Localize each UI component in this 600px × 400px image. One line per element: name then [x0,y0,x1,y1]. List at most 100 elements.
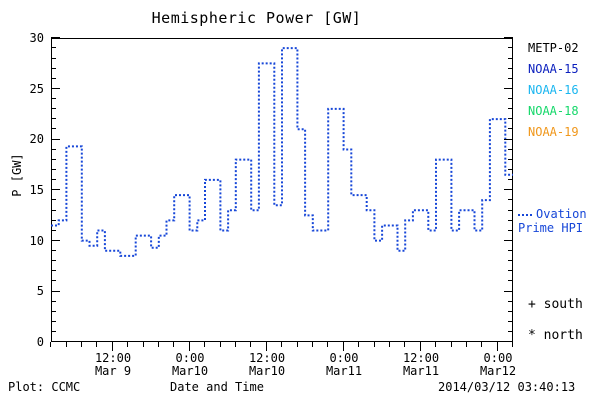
y-tick [508,158,513,160]
y-tick [508,98,513,100]
y-tick [504,189,513,191]
x-tick-major [497,342,499,351]
x-tick [404,342,406,347]
y-tick [51,250,56,252]
x-tick [158,342,160,347]
y-tick [508,250,513,252]
y-tick [51,57,56,59]
ovation-legend-label-line2: Prime HPI [518,221,584,235]
y-tick [51,300,56,302]
y-tick [51,108,56,110]
y-tick [51,168,56,170]
y-tick [504,37,513,39]
series-ovation-prime-hpi [51,47,513,257]
y-tick [508,260,513,262]
x-tick [173,342,175,347]
y-tick [508,331,513,333]
x-tick [481,342,483,347]
x-tick [512,342,514,347]
y-tick [51,158,56,160]
legend-item-noaa-19: NOAA-19 [528,125,579,139]
y-tick [504,290,513,292]
x-tick-major [189,342,191,351]
y-tick-label: 5 [36,284,44,299]
x-tick-label: 12:00 Mar 9 [94,351,132,378]
x-tick [358,342,360,347]
x-tick [65,342,67,347]
x-tick [235,342,237,347]
legend-item-metp-02: METP-02 [528,41,579,55]
x-tick-major [420,342,422,351]
legend-item-noaa-15: NOAA-15 [528,62,579,76]
x-tick [312,342,314,347]
x-tick-label: 12:00 Mar11 [402,351,440,378]
y-tick [508,320,513,322]
x-tick-label: 0:00 Mar11 [325,351,363,378]
y-tick [508,310,513,312]
x-tick [127,342,129,347]
y-tick [508,209,513,211]
x-tick [219,342,221,347]
x-tick [327,342,329,347]
x-tick-label: 0:00 Mar12 [479,351,517,378]
y-tick [51,209,56,211]
y-tick-label: 25 [29,81,44,96]
y-tick [51,98,56,100]
y-tick [508,128,513,130]
x-tick [50,342,52,347]
y-tick [51,290,60,292]
y-tick [504,138,513,140]
y-tick [51,67,56,69]
x-axis-label: Date and Time [170,380,264,394]
y-tick [508,67,513,69]
y-tick [508,47,513,49]
y-tick [508,199,513,201]
y-tick [51,219,56,221]
y-tick-label: 0 [36,335,44,349]
y-tick [51,239,60,241]
y-tick [51,229,56,231]
y-tick [51,189,60,191]
y-tick [508,108,513,110]
y-tick [51,47,56,49]
x-tick [96,342,98,347]
y-tick [51,310,56,312]
x-tick [81,342,83,347]
x-tick [389,342,391,347]
y-tick [508,118,513,120]
y-tick [51,118,56,120]
legend-item-noaa-18: NOAA-18 [528,104,579,118]
y-tick [508,300,513,302]
x-tick [142,342,144,347]
x-tick [450,342,452,347]
y-tick [51,280,56,282]
ovation-legend-line [518,214,532,216]
y-tick-label: 15 [29,183,44,197]
x-tick-major [266,342,268,351]
y-tick [51,77,56,79]
y-tick-label: 30 [29,31,44,45]
y-tick [508,219,513,221]
x-tick [373,342,375,347]
x-tick [250,342,252,347]
x-tick [435,342,437,347]
y-tick [51,179,56,181]
y-tick [51,87,60,89]
x-tick-major [112,342,114,351]
x-tick [204,342,206,347]
y-tick [51,320,56,322]
y-tick [508,179,513,181]
marker-legend-south: + south [528,297,583,312]
y-tick [508,168,513,170]
y-tick [508,270,513,272]
y-tick [508,57,513,59]
y-tick [51,341,60,343]
y-tick [51,128,56,130]
y-tick [51,199,56,201]
x-tick-label: 0:00 Mar10 [171,351,209,378]
y-tick [508,229,513,231]
y-tick-label: 20 [29,132,44,147]
y-tick [504,87,513,89]
legend-item-noaa-16: NOAA-16 [528,83,579,97]
